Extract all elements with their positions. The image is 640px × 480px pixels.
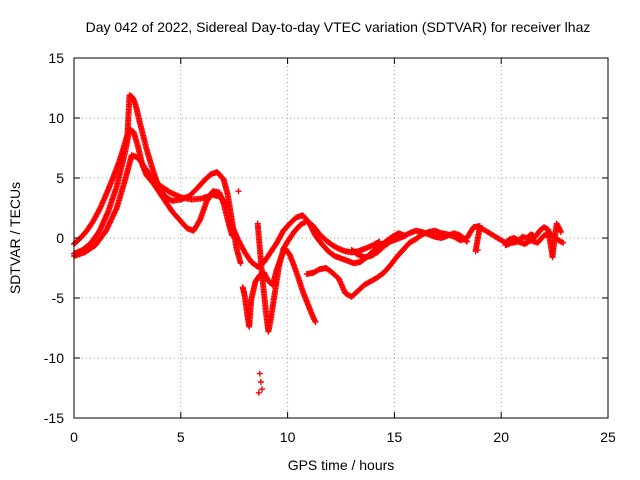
data-point [560,239,567,246]
y-tick-label: 15 [48,50,64,66]
isolated-data-point [235,188,242,195]
axis-ticks [73,57,609,419]
chart-title: Day 042 of 2022, Sidereal Day-to-day VTE… [86,19,591,35]
data-points [71,92,567,396]
data-point [224,203,231,210]
data-point [224,202,230,209]
x-tick-label: 5 [177,429,185,445]
data-point [463,237,469,244]
grid [74,58,608,418]
x-tick-labels: 0 5 10 15 20 25 [70,429,616,445]
y-tick-label: -10 [44,350,64,366]
y-tick-label: 5 [56,170,64,186]
y-tick-labels: -15 -10 -5 0 5 10 15 [44,50,64,426]
series-track-h [348,227,469,261]
x-tick-label: 0 [70,429,78,445]
isolated-data-point [257,379,264,385]
y-tick-label: -15 [44,410,64,426]
data-point [312,319,319,325]
y-tick-label: 10 [48,110,64,126]
x-tick-label: 10 [280,429,296,445]
isolated-data-point [259,386,265,393]
data-point [464,238,470,245]
series-track-c [71,152,230,259]
y-tick-label: -5 [52,290,65,306]
data-point [558,229,564,235]
isolated-data-point [255,389,262,396]
data-point [237,260,244,267]
x-tick-label: 20 [493,429,509,445]
x-tick-label: 15 [387,429,403,445]
series-track-j [502,230,565,249]
y-tick-label: 0 [56,230,64,246]
series-track-f [229,212,407,270]
isolated-data-point [256,370,263,377]
isolated-data-point [549,254,556,261]
x-axis-label: GPS time / hours [288,457,395,473]
isolated-data-point [474,247,481,253]
x-tick-label: 25 [600,429,616,445]
y-axis-label: SDTVAR / TECUs [7,182,23,294]
series-track-b [71,125,235,257]
